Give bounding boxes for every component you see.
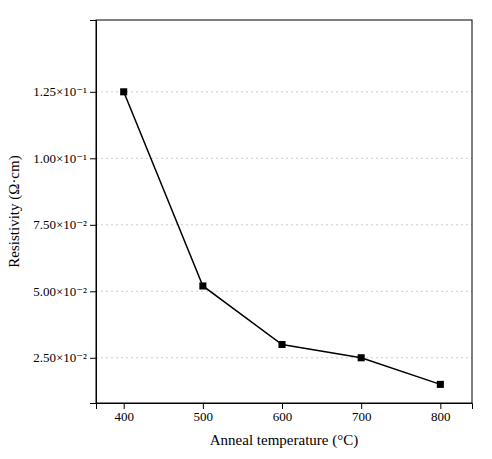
tick-label: 600 [273,409,293,424]
axis-domain [97,404,473,410]
tick-mark [361,403,362,409]
tick: 700 [352,403,372,424]
tick: 500 [194,403,214,424]
tick: 1.00×10⁻¹ [33,151,96,166]
tick-mark [90,291,96,292]
chart: 400 500 600 700 800 2.50×10⁻² 5.00×10⁻² 7.50×10… [0,0,492,459]
tick-label: 500 [194,409,214,424]
y-axis-title: Resistivity (Ω·cm) [6,155,23,267]
grid [96,92,472,358]
tick-label: 1.25×10⁻¹ [33,84,87,99]
tick-mark [203,403,204,409]
grid-line [96,224,472,225]
tick-label: 700 [352,409,372,424]
tick: 800 [431,403,451,424]
plot-frame [96,20,472,403]
tick-mark [90,92,96,93]
y-axis: 2.50×10⁻² 5.00×10⁻² 7.50×10⁻² 1.00×10⁻¹ 1.25… [33,21,96,404]
marker [199,282,206,289]
grid-line [96,291,472,292]
x-axis: 400 500 600 700 800 [97,403,473,424]
tick: 600 [273,403,293,424]
marker [120,88,127,95]
tick: 400 [114,403,134,424]
tick-label: 7.50×10⁻² [33,217,87,232]
tick-mark [90,358,96,359]
grid-line [96,357,472,358]
tick-mark [90,158,96,159]
marker [278,341,285,348]
tick: 5.00×10⁻² [33,284,96,299]
line [124,92,441,385]
grid-line [96,158,472,159]
grid-line [96,91,472,92]
axis-domain [90,21,97,404]
tick-label: 400 [114,409,134,424]
tick: 1.25×10⁻¹ [33,84,96,99]
tick: 2.50×10⁻² [33,350,96,365]
tick: 7.50×10⁻² [33,217,96,232]
tick-mark [90,225,96,226]
marker [358,354,365,361]
tick-label: 1.00×10⁻¹ [33,151,87,166]
x-axis-title: Anneal temperature (°C) [210,432,358,449]
marker [437,381,444,388]
data [120,88,444,388]
tick-mark [282,403,283,409]
tick-mark [440,403,441,409]
tick-label: 800 [431,409,451,424]
tick-mark [124,403,125,409]
tick-label: 5.00×10⁻² [33,284,87,299]
plot: 400 500 600 700 800 2.50×10⁻² 5.00×10⁻² 7.50×10… [33,20,472,424]
tick-label: 2.50×10⁻² [33,350,87,365]
